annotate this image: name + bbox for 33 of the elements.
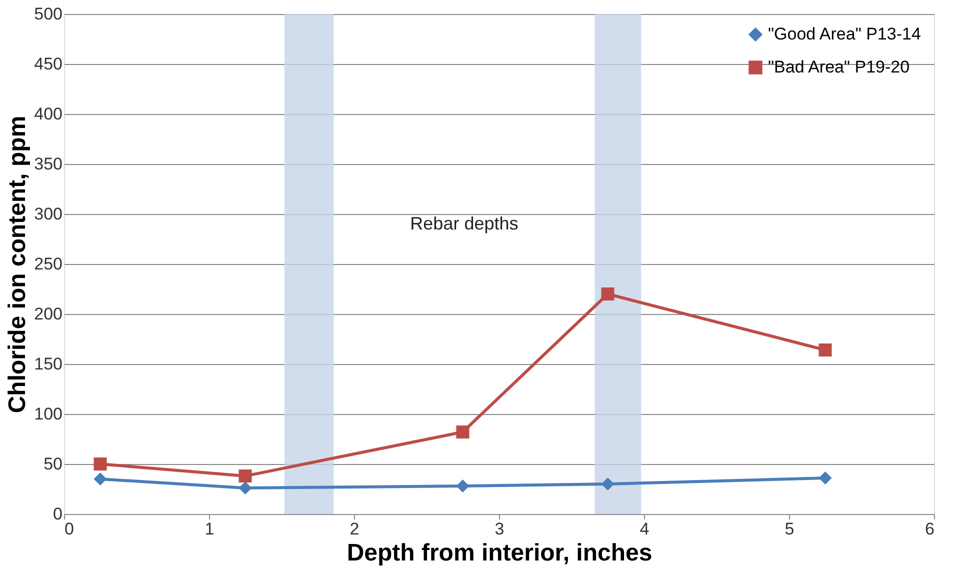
y-tick-label: 300 [34, 204, 62, 224]
annotation: Rebar depths [410, 213, 518, 234]
x-tick-label: 5 [784, 520, 794, 538]
point [456, 425, 470, 439]
x-axis-title: Depth from interior, inches [346, 540, 652, 566]
legend-label: "Good Area" P13-14 [768, 24, 921, 44]
point [456, 479, 470, 493]
y-tick-label: 50 [44, 454, 62, 474]
y-tick-label: 0 [53, 504, 62, 524]
point [601, 287, 614, 301]
point [601, 477, 614, 491]
x-tick-label: 2 [350, 520, 360, 538]
x-tick-label: 3 [494, 520, 504, 538]
point [94, 457, 107, 471]
y-tick-label: 150 [34, 354, 62, 374]
y-tick-label: 400 [34, 104, 62, 124]
legend-label: "Bad Area" P19-20 [768, 58, 910, 76]
point [94, 472, 107, 486]
x-tick-label: 1 [204, 520, 214, 538]
y-tick-label: 200 [34, 304, 62, 324]
point [238, 481, 252, 495]
point [238, 469, 252, 483]
point [818, 471, 832, 485]
y-tick-label: 100 [34, 404, 62, 424]
y-tick-label: 250 [34, 254, 62, 274]
y-axis-title: Chloride ion content, ppm [4, 116, 32, 414]
y-tick-label: 450 [34, 54, 62, 74]
point [818, 343, 832, 357]
x-tick-label: 4 [640, 520, 650, 538]
x-tick-label: 6 [925, 520, 934, 538]
y-tick-label: 350 [34, 154, 62, 174]
x-tick-label: 0 [64, 520, 74, 538]
y-tick-label: 500 [34, 4, 62, 24]
